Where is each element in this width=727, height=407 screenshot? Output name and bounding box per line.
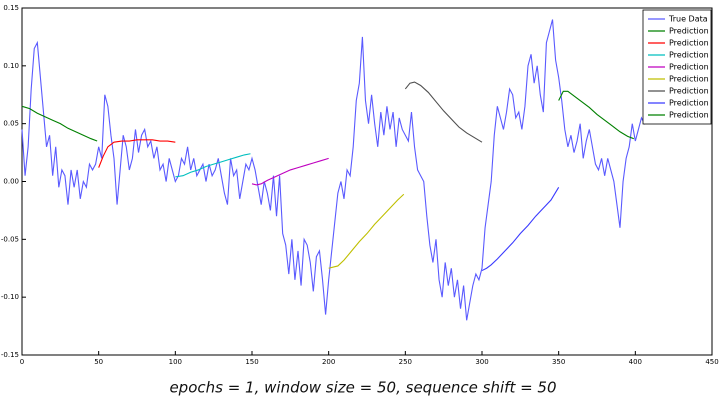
series-line bbox=[21, 105, 98, 142]
legend-label: Prediction bbox=[669, 27, 709, 36]
legend: True Data Prediction Prediction Prediction P… bbox=[642, 9, 712, 125]
x-tick-label: 200 bbox=[322, 358, 335, 366]
series-line bbox=[558, 90, 634, 140]
y-tick-label: 0.15 bbox=[3, 4, 19, 12]
y-tick-label: 0.05 bbox=[3, 120, 19, 128]
legend-label: Prediction bbox=[669, 99, 709, 108]
series-line bbox=[328, 193, 405, 269]
x-tick-label: 0 bbox=[20, 358, 24, 366]
y-tick-label: 0.00 bbox=[3, 178, 19, 186]
x-tick-label: 300 bbox=[475, 358, 488, 366]
x-tick-label: 100 bbox=[169, 358, 182, 366]
legend-label: Prediction bbox=[669, 75, 709, 84]
y-tick-label: -0.10 bbox=[1, 293, 19, 301]
series-line bbox=[404, 81, 483, 143]
legend-label: Prediction bbox=[669, 51, 709, 60]
series-line bbox=[251, 157, 329, 186]
caption: epochs = 1, window size = 50, sequence s… bbox=[169, 379, 556, 397]
plot-frame bbox=[21, 7, 713, 356]
legend-label: Prediction bbox=[669, 39, 709, 48]
x-tick-label: 250 bbox=[399, 358, 412, 366]
y-tick-label: -0.05 bbox=[1, 235, 19, 243]
legend-label: Prediction bbox=[669, 111, 709, 120]
legend-label: True Data bbox=[668, 15, 708, 24]
series-line bbox=[21, 19, 651, 321]
x-tick-label: 350 bbox=[552, 358, 565, 366]
x-tick-label: 450 bbox=[705, 358, 718, 366]
x-tick-label: 400 bbox=[629, 358, 642, 366]
series-line bbox=[175, 153, 251, 178]
series-line bbox=[481, 186, 560, 272]
legend-label: Prediction bbox=[669, 63, 709, 72]
legend-label: Prediction bbox=[669, 87, 709, 96]
y-tick-label: -0.15 bbox=[1, 351, 19, 359]
y-tick-label: 0.10 bbox=[3, 62, 19, 70]
series-line bbox=[98, 139, 176, 168]
x-tick-label: 150 bbox=[245, 358, 258, 366]
x-tick-label: 50 bbox=[94, 358, 103, 366]
